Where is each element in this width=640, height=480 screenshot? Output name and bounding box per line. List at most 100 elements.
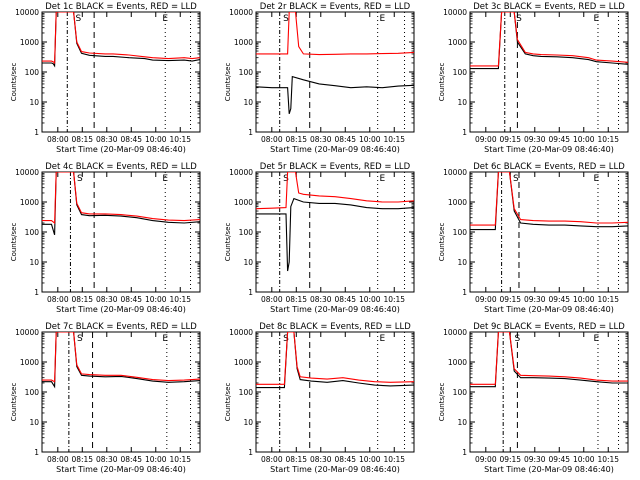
- y-tick-label: 10000: [443, 328, 467, 337]
- x-tick-label: 08:15: [71, 455, 93, 464]
- x-tick-label: 09:45: [548, 295, 570, 304]
- panel-9: Det 9c BLACK = Events, RED = LLD 1 10 100 10…: [438, 322, 629, 474]
- x-axis-label: Start Time (20-Mar-09 08:46:40): [484, 145, 614, 154]
- y-tick-label: 10000: [229, 8, 253, 17]
- x-tick-label: 08:45: [120, 295, 142, 304]
- plot-frame: [41, 331, 201, 453]
- x-tick-label: 09:30: [524, 135, 546, 144]
- x-tick-label: 09:00: [475, 135, 497, 144]
- y-axis-label: Counts/sec: [224, 63, 232, 102]
- x-tick-label: 09:00: [475, 455, 497, 464]
- plot-frame: [41, 171, 201, 293]
- x-tick-label: 09:45: [548, 135, 570, 144]
- x-tick-label: 10:15: [597, 455, 619, 464]
- series-events: [256, 75, 414, 115]
- x-tick-label: 08:30: [96, 295, 118, 304]
- x-tick-label: 09:45: [548, 455, 570, 464]
- marker-label-s: S: [77, 174, 83, 184]
- y-axis-label: Counts/sec: [438, 223, 446, 262]
- panel-title: Det 4c BLACK = Events, RED = LLD: [45, 162, 197, 172]
- panel-5: Det 5r BLACK = Events, RED = LLD 1 10 100 10…: [224, 162, 415, 314]
- marker-label-s: S: [283, 174, 289, 184]
- x-tick-label: 10:15: [597, 135, 619, 144]
- series-events: [42, 332, 200, 389]
- x-tick-label: 08:15: [71, 295, 93, 304]
- series-lld: [256, 332, 414, 385]
- y-tick-label: 10: [29, 418, 39, 427]
- x-tick-label: 10:00: [359, 295, 381, 304]
- y-tick-label: 10: [243, 418, 253, 427]
- panel-3: Det 3c BLACK = Events, RED = LLD 1 10 100 10…: [438, 2, 629, 154]
- y-tick-label: 10: [243, 258, 253, 267]
- x-tick-label: 08:00: [261, 455, 283, 464]
- y-tick-label: 10: [29, 258, 39, 267]
- y-tick-label: 1000: [448, 38, 467, 47]
- y-tick-label: 10000: [15, 328, 39, 337]
- x-tick-label: 08:00: [47, 455, 69, 464]
- y-axis-label: Counts/sec: [10, 63, 18, 102]
- series-layer: [256, 332, 414, 389]
- x-axis-label: Start Time (20-Mar-09 08:46:40): [56, 145, 186, 154]
- series-layer: [42, 332, 200, 389]
- y-tick-label: 1000: [234, 198, 253, 207]
- panel-title: Det 3c BLACK = Events, RED = LLD: [473, 2, 625, 12]
- series-lld: [42, 172, 200, 225]
- y-tick-label: 1000: [20, 38, 39, 47]
- panel-2: Det 2r BLACK = Events, RED = LLD 1 10 100 10…: [224, 2, 415, 154]
- panel-title: Det 5r BLACK = Events, RED = LLD: [260, 162, 411, 172]
- y-tick-label: 1: [248, 288, 253, 297]
- x-tick-label: 10:15: [169, 295, 191, 304]
- x-tick-label: 09:15: [499, 295, 521, 304]
- x-tick-label: 08:00: [261, 295, 283, 304]
- x-axis-label: Start Time (20-Mar-09 08:46:40): [484, 305, 614, 314]
- x-axis-label: Start Time (20-Mar-09 08:46:40): [270, 465, 400, 474]
- series-lld: [42, 332, 200, 383]
- panel-1: Det 1c BLACK = Events, RED = LLD 1 10 100 10…: [10, 2, 201, 154]
- y-tick-label: 10000: [15, 8, 39, 17]
- y-tick-label: 1: [248, 128, 253, 137]
- x-tick-label: 09:15: [499, 455, 521, 464]
- x-tick-label: 10:15: [169, 455, 191, 464]
- x-tick-label: 08:30: [310, 295, 332, 304]
- x-tick-label: 10:00: [145, 135, 167, 144]
- series-events: [42, 172, 200, 236]
- x-tick-label: 10:15: [383, 295, 405, 304]
- y-axis-label: Counts/sec: [10, 383, 18, 422]
- y-tick-label: 1: [34, 288, 39, 297]
- y-tick-label: 1000: [234, 38, 253, 47]
- x-tick-label: 10:00: [573, 455, 595, 464]
- marker-label-s: S: [516, 14, 522, 24]
- x-tick-label: 08:15: [71, 135, 93, 144]
- series-layer: [256, 12, 414, 115]
- y-axis-label: Counts/sec: [224, 383, 232, 422]
- x-tick-label: 08:30: [310, 135, 332, 144]
- x-tick-label: 09:30: [524, 295, 546, 304]
- y-tick-label: 100: [453, 228, 468, 237]
- marker-label-e: E: [380, 14, 386, 24]
- x-axis-label: Start Time (20-Mar-09 08:46:40): [56, 305, 186, 314]
- y-tick-label: 10000: [15, 168, 39, 177]
- x-tick-label: 08:30: [96, 135, 118, 144]
- marker-label-e: E: [380, 174, 386, 184]
- x-tick-label: 08:45: [334, 455, 356, 464]
- marker-label-s: S: [513, 174, 519, 184]
- y-tick-label: 1000: [448, 358, 467, 367]
- x-tick-label: 09:30: [524, 455, 546, 464]
- marker-label-e: E: [594, 174, 600, 184]
- panel-8: Det 8c BLACK = Events, RED = LLD 1 10 100 10…: [224, 322, 415, 474]
- x-tick-label: 10:15: [169, 135, 191, 144]
- x-tick-label: 10:00: [145, 295, 167, 304]
- x-tick-label: 10:00: [573, 135, 595, 144]
- panel-7: Det 7c BLACK = Events, RED = LLD 1 10 100 10…: [10, 322, 201, 474]
- x-tick-label: 10:15: [597, 295, 619, 304]
- x-tick-label: 10:00: [573, 295, 595, 304]
- x-axis-label: Start Time (20-Mar-09 08:46:40): [56, 465, 186, 474]
- marker-label-e: E: [162, 334, 168, 344]
- y-tick-label: 100: [453, 68, 468, 77]
- y-tick-label: 100: [453, 388, 468, 397]
- marker-label-e: E: [162, 14, 168, 24]
- series-lld: [256, 12, 414, 56]
- x-tick-label: 08:30: [96, 455, 118, 464]
- x-tick-label: 08:15: [285, 455, 307, 464]
